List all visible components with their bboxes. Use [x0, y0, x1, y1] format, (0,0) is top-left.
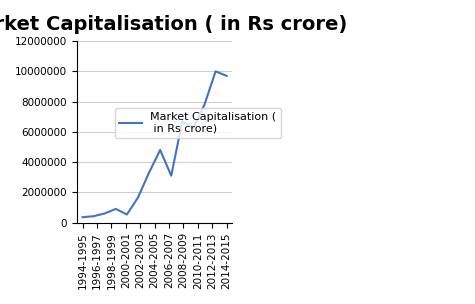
Market Capitalisation (
 in Rs crore) — [124, 213, 130, 216]
Market Capitalisation (
 in Rs crore) — [80, 216, 86, 219]
Title: Market Capitalisation ( in Rs crore): Market Capitalisation ( in Rs crore) — [0, 15, 347, 34]
Market Capitalisation (
 in Rs crore) — [91, 214, 96, 218]
Legend: Market Capitalisation (
 in Rs crore): Market Capitalisation ( in Rs crore) — [115, 108, 281, 138]
Market Capitalisation (
 in Rs crore) — [102, 212, 107, 215]
Market Capitalisation (
 in Rs crore) — [190, 126, 196, 130]
Market Capitalisation (
 in Rs crore) — [224, 74, 229, 78]
Market Capitalisation (
 in Rs crore) — [213, 70, 219, 73]
Market Capitalisation (
 in Rs crore) — [168, 174, 174, 178]
Market Capitalisation (
 in Rs crore) — [157, 148, 163, 152]
Market Capitalisation (
 in Rs crore) — [113, 207, 119, 211]
Line: Market Capitalisation (
 in Rs crore): Market Capitalisation ( in Rs crore) — [83, 71, 227, 217]
Market Capitalisation (
 in Rs crore) — [202, 103, 208, 106]
Market Capitalisation (
 in Rs crore) — [180, 119, 185, 123]
Market Capitalisation (
 in Rs crore) — [146, 171, 152, 174]
Market Capitalisation (
 in Rs crore) — [135, 196, 141, 199]
